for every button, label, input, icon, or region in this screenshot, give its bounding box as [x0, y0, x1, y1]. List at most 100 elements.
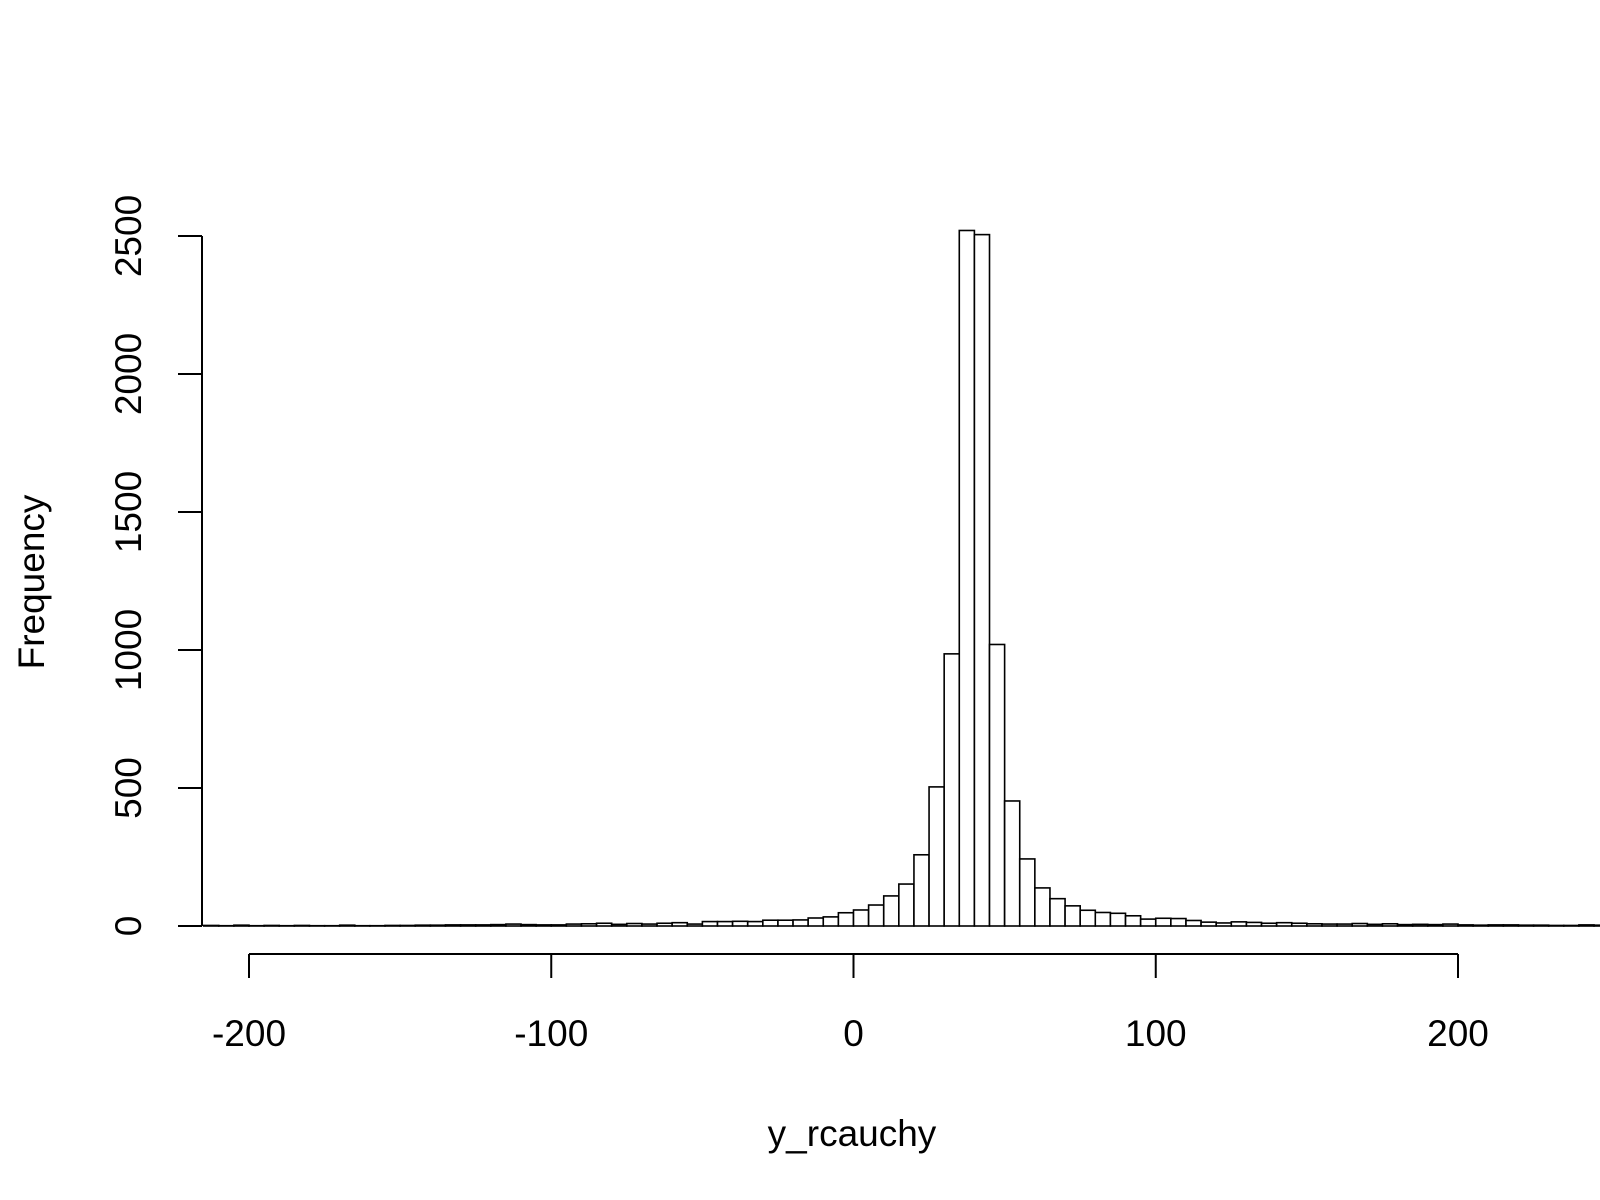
histogram-bar — [414, 924, 432, 927]
histogram-bar — [973, 233, 991, 927]
histogram-bar — [1502, 924, 1520, 927]
histogram-bar — [565, 923, 583, 927]
y-tick-label: 1000 — [108, 609, 149, 691]
histogram-bar — [1321, 923, 1338, 927]
histogram-bar — [520, 923, 537, 927]
histogram-bar — [716, 920, 734, 927]
histogram-bar — [1366, 923, 1384, 927]
y-tick-label: 2500 — [108, 195, 149, 277]
histogram-bar — [1562, 924, 1580, 927]
histogram-bar — [1290, 922, 1308, 927]
histogram-bar — [1396, 923, 1414, 927]
y-tick-label: 0 — [108, 916, 149, 937]
histogram-bar — [1034, 887, 1051, 927]
y-axis-title: Frequency — [11, 494, 52, 669]
histogram-bar — [1275, 921, 1293, 927]
histogram-bar — [1381, 922, 1399, 927]
histogram-bar — [958, 229, 976, 927]
histogram-bar — [1411, 923, 1429, 927]
x-tick-label: -100 — [514, 1013, 588, 1054]
x-tick-label: 0 — [843, 1013, 864, 1054]
histogram-bar — [263, 924, 281, 927]
histogram-bar — [626, 922, 643, 927]
histogram-bar — [444, 924, 462, 927]
histogram-bar — [1426, 923, 1444, 927]
y-tick-label: 500 — [108, 757, 149, 819]
histogram-bar — [641, 923, 658, 927]
histogram-bar — [1185, 919, 1202, 927]
histogram-bar — [777, 919, 794, 927]
histogram-bar — [913, 853, 930, 927]
x-axis-title: y_rcauchy — [768, 1113, 937, 1154]
histogram-bar — [550, 924, 568, 927]
x-tick-label: 200 — [1427, 1013, 1489, 1054]
histogram-bar — [792, 919, 809, 927]
histogram-bar — [610, 923, 628, 927]
histogram-bar — [898, 883, 915, 927]
histogram-bar — [656, 922, 673, 927]
histogram-bar — [1170, 917, 1187, 927]
histogram-bar — [1200, 921, 1217, 927]
histogram-bar — [837, 911, 855, 927]
histogram-bar — [1109, 912, 1127, 927]
histogram-bar — [1094, 911, 1112, 927]
histogram-bar — [1124, 914, 1142, 927]
y-tick-label: 2000 — [108, 333, 149, 415]
histogram-bar — [882, 895, 900, 927]
histogram-bar — [943, 653, 961, 927]
histogram-bar — [1306, 922, 1323, 927]
histogram-bar — [928, 786, 945, 927]
histogram-bar — [1547, 924, 1565, 927]
x-tick-label: 100 — [1125, 1013, 1187, 1054]
histogram-bar — [1472, 924, 1490, 927]
histogram-bar — [1003, 800, 1021, 927]
histogram-bar — [671, 921, 689, 927]
histogram-bar — [822, 916, 840, 927]
histogram-bar — [429, 924, 447, 927]
histogram-bar — [1139, 918, 1157, 927]
histogram-bar — [867, 904, 885, 927]
histogram-bar — [852, 909, 870, 927]
histogram-bar — [1351, 922, 1369, 927]
histogram-bar — [338, 924, 356, 927]
histogram-bar — [1517, 924, 1535, 927]
histogram-bar — [1049, 897, 1066, 927]
histogram-bar — [384, 924, 401, 927]
histogram-bar — [1532, 924, 1550, 927]
histogram-bar — [202, 924, 220, 927]
histogram-bars — [202, 229, 1600, 927]
histogram-bar — [580, 922, 598, 927]
histogram-bar — [1593, 924, 1600, 927]
histogram-bar — [1154, 917, 1172, 927]
histogram-bar — [1578, 924, 1595, 927]
histogram-bar — [293, 924, 311, 927]
x-axis: -200 -100 0 100 200 — [212, 953, 1489, 1054]
histogram-bar — [1230, 921, 1248, 927]
x-ticks: -200 -100 0 100 200 — [212, 954, 1489, 1054]
histogram-bar — [686, 923, 704, 927]
x-tick-label: -200 — [212, 1013, 286, 1054]
histogram-bar — [762, 919, 779, 927]
histogram-bar — [1079, 909, 1097, 927]
histogram-bar — [474, 924, 492, 927]
y-axis: 0 500 1000 1500 2000 2500 — [108, 195, 203, 936]
histogram-bar — [1442, 923, 1459, 927]
histogram-bar — [701, 920, 719, 927]
histogram-bar — [595, 922, 613, 927]
histogram-bar — [988, 643, 1006, 927]
histogram-bar — [731, 920, 749, 927]
histogram-bar — [1487, 924, 1505, 927]
histogram-bar — [1457, 924, 1474, 927]
histogram-bar — [505, 923, 522, 927]
y-ticks: 0 500 1000 1500 2000 2500 — [108, 195, 202, 936]
histogram-bar — [1260, 922, 1278, 927]
y-tick-label: 1500 — [108, 471, 149, 553]
histogram-bar — [746, 920, 764, 927]
histogram-bar — [1018, 858, 1036, 927]
histogram-bar — [1215, 922, 1233, 927]
histogram-bar — [535, 924, 553, 927]
histogram-bar — [489, 923, 507, 927]
histogram-bar — [807, 917, 825, 927]
histogram-bar — [399, 924, 417, 927]
